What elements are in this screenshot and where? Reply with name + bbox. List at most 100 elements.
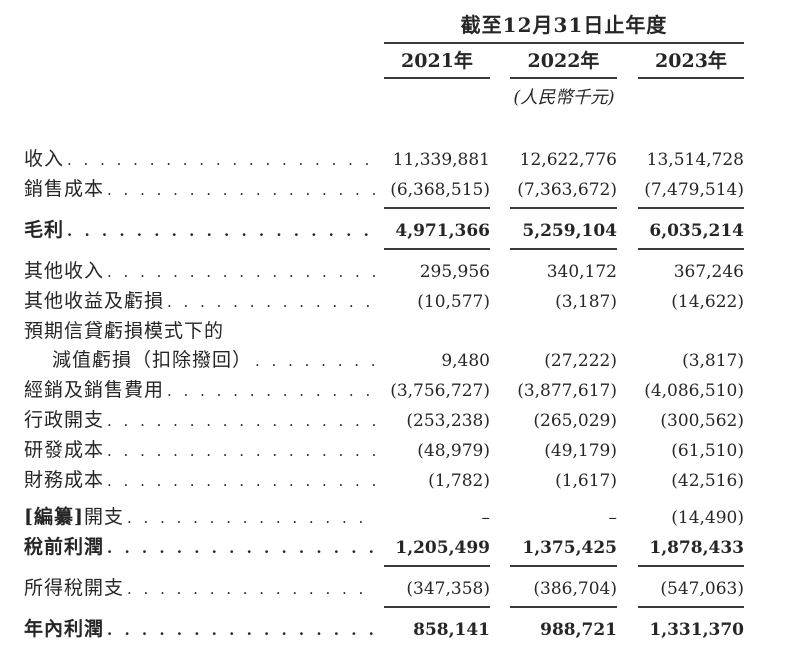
cell-value: 340,172: [546, 262, 617, 282]
year-column-header-2023: 2023年: [638, 49, 744, 79]
dot-leader: . . . . . . . . . . . . . . . . . . . . …: [127, 509, 376, 527]
dot-leader: . . . . . . . . . . . . . . . . . . . . …: [67, 151, 376, 169]
cell-value: (3,187): [555, 292, 617, 312]
cell-value: (547,063): [638, 575, 744, 608]
cell-value: 5,259,104: [510, 217, 617, 250]
cell-value: (265,029): [533, 411, 617, 431]
dot-leader: . . . . . . . . . . . . . . . . . . . . …: [127, 580, 376, 598]
dot-leader: . . . . . . . . . . . . . . . . . . . . …: [107, 621, 376, 639]
cell-value: (42,516): [671, 471, 744, 491]
table-row: 其他收入. . . . . . . . . . . . . . . . . . …: [24, 257, 800, 287]
row-label: 稅前利潤. . . . . . . . . . . . . . . . . . …: [24, 533, 384, 563]
row-label-text: 其他收入: [24, 260, 105, 282]
period-header: 截至12月31日止年度: [384, 13, 744, 44]
table-row: 研發成本. . . . . . . . . . . . . . . . . . …: [24, 436, 800, 466]
cell-value: (61,510): [671, 441, 744, 461]
cell-value: (1,782): [428, 471, 490, 491]
year-column-header-2022: 2022年: [510, 49, 617, 79]
cell-value: 13,514,728: [646, 150, 744, 170]
cell-value: (3,877,617): [517, 381, 617, 401]
row-label: 收入. . . . . . . . . . . . . . . . . . . …: [24, 145, 384, 175]
table-row: 減值虧損（扣除撥回）. . . . . . . . . . . . . . . …: [24, 346, 800, 376]
cell-value: (49,179): [544, 441, 617, 461]
cell-value: (3,817): [682, 351, 744, 371]
table-row: 財務成本. . . . . . . . . . . . . . . . . . …: [24, 466, 800, 496]
row-label-text: 毛利: [24, 219, 65, 241]
row-label-redacted-part: [編纂]: [24, 506, 84, 528]
dot-leader: . . . . . . . . . . . . . . . . . . . . …: [67, 222, 376, 240]
row-label: 所得稅開支. . . . . . . . . . . . . . . . . .…: [24, 574, 384, 604]
cell-value: 988,721: [510, 616, 617, 645]
cell-value: (7,363,672): [510, 176, 617, 209]
row-label: 研發成本. . . . . . . . . . . . . . . . . . …: [24, 436, 384, 466]
table-row: 行政開支. . . . . . . . . . . . . . . . . . …: [24, 406, 800, 436]
row-label-text: 所得稅開支: [24, 577, 125, 599]
cell-value: (1,617): [555, 471, 617, 491]
cell-value: 858,141: [384, 616, 490, 645]
table-row: 預期信貸虧損模式下的: [24, 317, 800, 346]
dot-leader: . . . . . . . . . . . . . . . . . . . . …: [107, 442, 376, 460]
table-row: 其他收益及虧損. . . . . . . . . . . . . . . . .…: [24, 287, 800, 317]
table-row: [編纂]開支. . . . . . . . . . . . . . . . . …: [24, 503, 800, 533]
row-label-text: 財務成本: [24, 469, 105, 491]
table-row: 所得稅開支. . . . . . . . . . . . . . . . . .…: [24, 574, 800, 608]
cell-value: 1,878,433: [638, 534, 744, 567]
cell-value: (3,756,727): [390, 381, 490, 401]
dot-leader: . . . . . . . . . . . . . . . . . . . . …: [255, 352, 376, 370]
table-row: 銷售成本. . . . . . . . . . . . . . . . . . …: [24, 175, 800, 209]
cell-value: (10,577): [417, 292, 490, 312]
cell-value: (14,622): [671, 292, 744, 312]
row-label-text: 銷售成本: [24, 178, 105, 200]
row-label: 預期信貸虧損模式下的: [24, 317, 384, 346]
table-row: 經銷及銷售費用. . . . . . . . . . . . . . . . .…: [24, 376, 800, 406]
row-label: 毛利. . . . . . . . . . . . . . . . . . . …: [24, 216, 384, 246]
cell-value: (6,368,515): [384, 176, 490, 209]
dot-leader: . . . . . . . . . . . . . . . . . . . . …: [107, 181, 376, 199]
cell-value: (253,238): [406, 411, 490, 431]
row-label: 銷售成本. . . . . . . . . . . . . . . . . . …: [24, 175, 384, 205]
cell-value: (27,222): [544, 351, 617, 371]
dot-leader: . . . . . . . . . . . . . . . . . . . . …: [107, 263, 376, 281]
cell-value: (347,358): [384, 575, 490, 608]
cell-value: 4,971,366: [384, 217, 490, 250]
row-label-text: 其他收益及虧損: [24, 290, 165, 312]
table-row: 年內利潤. . . . . . . . . . . . . . . . . . …: [24, 615, 800, 645]
cell-value: 11,339,881: [392, 150, 490, 170]
cell-value: 6,035,214: [638, 217, 744, 250]
table-row: 稅前利潤. . . . . . . . . . . . . . . . . . …: [24, 533, 800, 567]
dot-leader: . . . . . . . . . . . . . . . . . . . . …: [107, 539, 376, 557]
row-label-text: 研發成本: [24, 439, 105, 461]
year-column-header-2021: 2021年: [384, 49, 490, 79]
cell-value: 367,246: [673, 262, 744, 282]
cell-value: 295,956: [419, 262, 490, 282]
row-label-text: 預期信貸虧損模式下的: [24, 320, 225, 342]
row-label: 財務成本. . . . . . . . . . . . . . . . . . …: [24, 466, 384, 496]
row-label-text: 減值虧損（扣除撥回）: [52, 349, 253, 371]
year-header-row: 2021年 2022年 2023年: [384, 49, 800, 79]
row-label: 其他收入. . . . . . . . . . . . . . . . . . …: [24, 257, 384, 287]
cell-value: 9,480: [441, 351, 490, 371]
cell-value: 1,375,425: [510, 534, 617, 567]
row-label: [編纂]開支. . . . . . . . . . . . . . . . . …: [24, 503, 384, 533]
cell-value: (48,979): [417, 441, 490, 461]
cell-value: 1,331,370: [638, 616, 744, 645]
row-label-text: 收入: [24, 148, 65, 170]
row-label-text: 行政開支: [24, 409, 105, 431]
row-label-text: 稅前利潤: [24, 536, 105, 558]
cell-value: (7,479,514): [638, 176, 744, 209]
row-label-text: 經銷及銷售費用: [24, 379, 165, 401]
cell-value: –: [608, 508, 618, 528]
financial-table-rows: 收入. . . . . . . . . . . . . . . . . . . …: [24, 145, 800, 645]
row-label: 減值虧損（扣除撥回）. . . . . . . . . . . . . . . …: [24, 346, 384, 376]
cell-value: (14,490): [671, 508, 744, 528]
cell-value: (300,562): [660, 411, 744, 431]
row-label: 行政開支. . . . . . . . . . . . . . . . . . …: [24, 406, 384, 436]
dot-leader: . . . . . . . . . . . . . . . . . . . . …: [167, 293, 376, 311]
dot-leader: . . . . . . . . . . . . . . . . . . . . …: [167, 382, 376, 400]
cell-value: –: [481, 508, 491, 528]
dot-leader: . . . . . . . . . . . . . . . . . . . . …: [107, 472, 376, 490]
cell-value: (386,704): [510, 575, 617, 608]
row-label: 年內利潤. . . . . . . . . . . . . . . . . . …: [24, 615, 384, 645]
row-label-text: 開支: [83, 506, 124, 528]
